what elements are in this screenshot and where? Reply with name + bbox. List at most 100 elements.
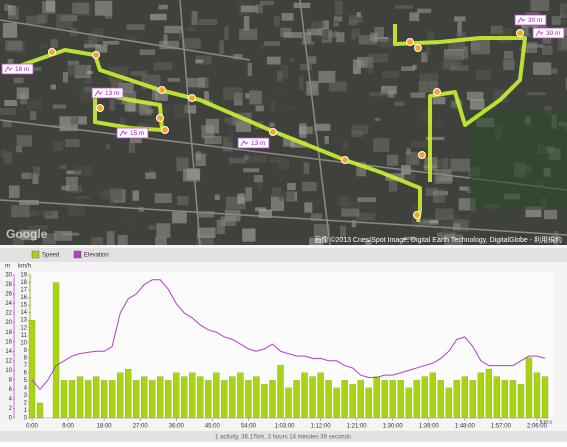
label-icon <box>535 30 544 37</box>
map-block <box>435 208 454 221</box>
map-block <box>46 0 56 12</box>
map-block <box>444 234 463 245</box>
map-block <box>341 208 360 217</box>
map-block <box>277 70 283 82</box>
map-block <box>139 49 156 56</box>
map-block <box>197 227 216 238</box>
speed-bar <box>149 380 156 419</box>
y2-tick-label: 15 <box>20 303 27 309</box>
map-block <box>466 91 484 101</box>
speed-bar <box>445 387 452 419</box>
map-block <box>299 75 304 91</box>
map-block <box>394 101 405 106</box>
map-block <box>542 36 552 44</box>
map-block <box>356 56 374 68</box>
map-block <box>243 168 260 173</box>
map-block <box>306 81 319 96</box>
map-block <box>476 70 492 80</box>
speed-bar <box>325 380 332 419</box>
route-marker <box>269 128 277 136</box>
map-block <box>443 48 464 60</box>
elevation-line <box>31 279 546 391</box>
map-block <box>412 64 417 70</box>
y-tick-label: 6 <box>9 387 13 393</box>
elevation-label: 30 m <box>528 17 542 24</box>
map-block <box>156 223 171 238</box>
elevation-label: 15 m <box>130 130 144 137</box>
map-block <box>191 11 198 26</box>
map-block <box>431 69 436 76</box>
map-block <box>54 230 73 241</box>
elevation-label: 13 m <box>105 90 119 97</box>
map-block <box>301 41 315 45</box>
map-block <box>269 122 275 128</box>
speed-bar <box>453 380 460 419</box>
map-block <box>293 2 311 9</box>
y2-tick-label: 14 <box>20 310 27 316</box>
speed-bar <box>261 383 268 419</box>
speed-bar <box>189 372 196 419</box>
x-tick-label: 27:00 <box>133 424 149 430</box>
speed-bar <box>381 380 388 419</box>
speed-bar <box>309 376 316 419</box>
y2-tick-label: 7 <box>24 363 28 369</box>
map-block <box>42 233 56 245</box>
map-block <box>5 40 23 51</box>
speed-bar <box>36 402 44 419</box>
map-block <box>280 27 292 37</box>
map-block <box>374 117 381 121</box>
x-unit: h:m:s <box>540 419 553 425</box>
route-marker <box>406 38 414 46</box>
elevation-label: 13 m <box>251 140 265 147</box>
y2-tick-label: 10 <box>20 340 27 346</box>
map-block <box>62 72 68 83</box>
map-block <box>29 111 37 120</box>
speed-bar <box>349 383 356 419</box>
map-road <box>179 0 201 246</box>
x-tick-label: 1:48:00 <box>455 424 476 430</box>
map-block <box>353 59 361 74</box>
y-tick-label: 2 <box>9 406 13 412</box>
map-block <box>128 102 147 113</box>
map-block <box>278 192 295 201</box>
map-block <box>520 32 532 38</box>
map-block <box>342 140 348 150</box>
map-block <box>106 231 115 246</box>
route-marker <box>341 156 349 164</box>
speed-bar <box>413 380 420 419</box>
map-block <box>155 237 167 252</box>
map-block <box>425 45 431 56</box>
x-tick-label: 0:00 <box>26 424 38 430</box>
map-block <box>410 141 430 148</box>
map-block <box>20 229 38 240</box>
map-block <box>84 78 93 84</box>
map-block <box>12 232 24 246</box>
map-block <box>434 169 452 184</box>
map-block <box>318 70 336 83</box>
map-block <box>132 190 140 201</box>
map-block <box>184 105 197 114</box>
elevation-label: 30 m <box>546 30 560 37</box>
map-block <box>92 27 104 42</box>
map-block <box>373 138 390 152</box>
map-block <box>365 239 372 250</box>
map-block <box>53 141 63 151</box>
map-block <box>314 123 331 131</box>
map-block <box>411 218 430 228</box>
route-line <box>393 24 527 182</box>
map-block <box>523 42 538 54</box>
map-block <box>423 219 439 223</box>
map-block <box>158 4 168 10</box>
map-block <box>73 78 86 91</box>
map-block <box>233 54 243 60</box>
x-tick-label: 1:39:00 <box>419 424 440 430</box>
elevation-labels: 18 m 13 m 15 m 13 m 30 m 30 m <box>1 14 565 149</box>
map-block <box>340 225 347 240</box>
map-block <box>247 62 252 76</box>
y-tick-label: 10 <box>5 368 12 374</box>
map-block <box>91 237 104 245</box>
map-block <box>338 196 349 207</box>
map-block <box>435 159 448 169</box>
legend-bar <box>0 248 567 262</box>
map-block <box>308 56 317 64</box>
